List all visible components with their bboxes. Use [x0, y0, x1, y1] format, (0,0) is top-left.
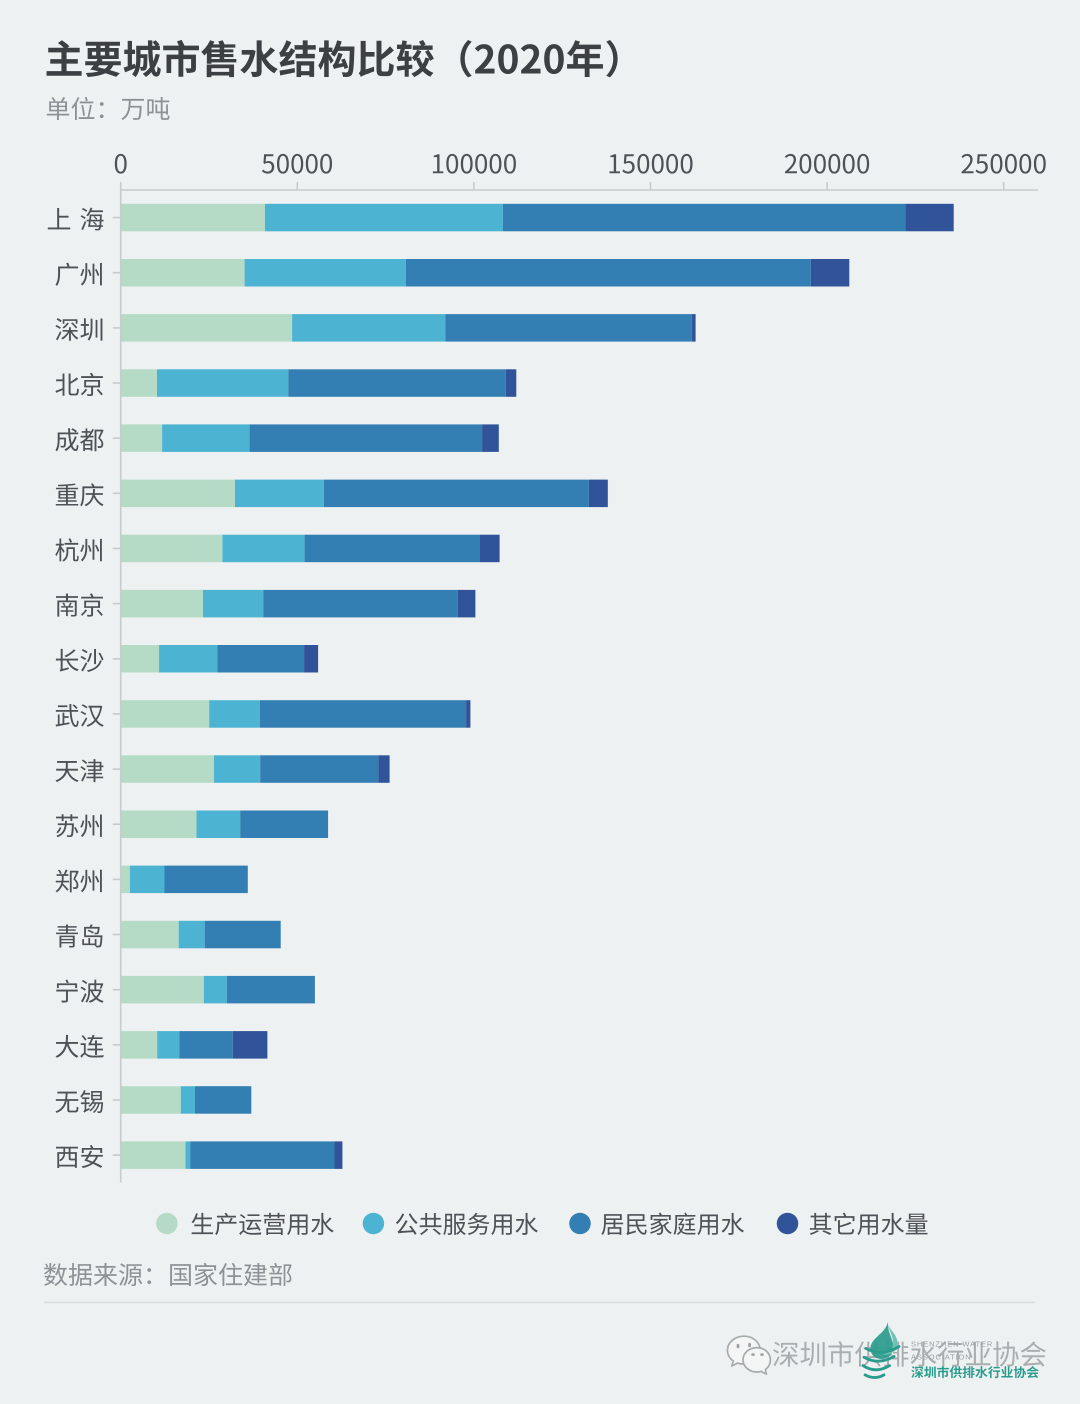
svg-text:SHENZHEN WATER: SHENZHEN WATER — [911, 1340, 993, 1349]
svg-text:ASSOCIATION: ASSOCIATION — [911, 1353, 972, 1362]
